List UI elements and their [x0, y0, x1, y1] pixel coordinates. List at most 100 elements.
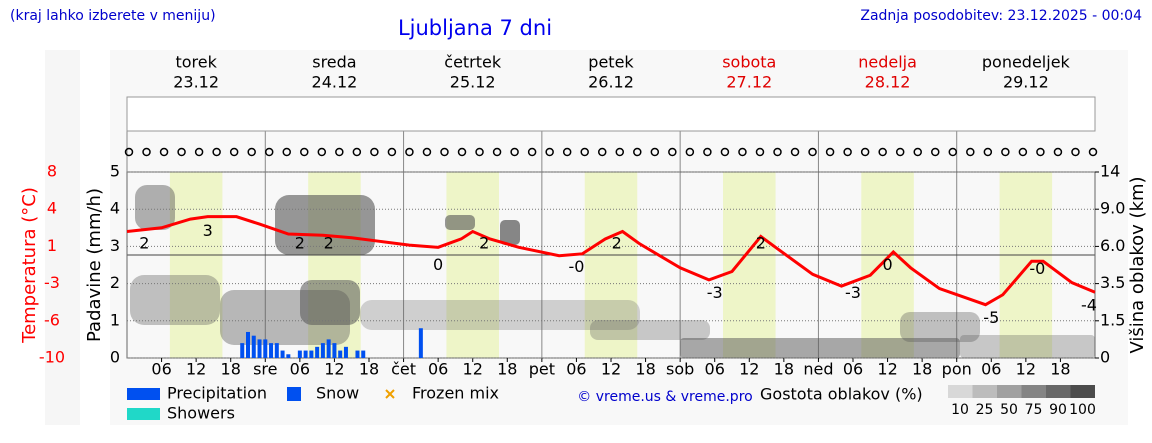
temperature-line [126, 215, 1096, 307]
temp-tick-label: 1 [47, 236, 57, 255]
day-name: četrtek [444, 53, 502, 72]
day-name: petek [588, 53, 634, 72]
precip-bar [257, 339, 262, 358]
density-label: 25 [976, 402, 994, 418]
temp-label: -4 [1081, 296, 1097, 315]
x-tick-label: 18 [497, 360, 517, 379]
cloud-density [130, 185, 1095, 358]
wind-symbol [860, 147, 870, 157]
note: (kraj lahko izberete v meniju) [10, 8, 216, 24]
temp-axis-title: Temperatura (°C) [19, 187, 40, 344]
wind-symbol [966, 147, 975, 157]
wind-symbol [510, 147, 519, 157]
day-name: sreda [312, 53, 356, 72]
wind-symbol [1053, 147, 1063, 157]
x-tick-label: 06 [843, 360, 863, 379]
wind-symbol [615, 147, 625, 157]
x-tick-label: 06 [566, 360, 586, 379]
updated: Zadnja posodobitev: 23.12.2025 - 00:04 [860, 8, 1142, 24]
temp-tick-label: -6 [44, 310, 60, 329]
day-date: 23.12 [173, 73, 219, 92]
wind-symbol [194, 147, 204, 157]
density-swatch [972, 385, 997, 398]
wind-symbol [773, 147, 782, 157]
day-date: 26.12 [588, 73, 634, 92]
x-tick-label: 18 [221, 360, 241, 379]
precip-bar [280, 350, 285, 358]
temp-label: -0 [568, 257, 584, 276]
x-tick-label: 18 [774, 360, 794, 379]
wind-symbol [650, 147, 660, 157]
precip-bar [332, 343, 337, 358]
wind-symbol [1001, 147, 1010, 157]
precip-bar [309, 350, 314, 358]
density-swatch [1021, 385, 1046, 398]
x-tick-label: 06 [151, 360, 171, 379]
precip-bar [240, 343, 245, 358]
temp-tick-label: 4 [47, 199, 57, 218]
temp-label: 2 [295, 234, 305, 253]
precip-bar [355, 350, 360, 358]
density-swatch [948, 385, 973, 398]
day-name: torek [175, 53, 217, 72]
temp-label: -0 [1029, 259, 1045, 278]
x-tick-label: 12 [324, 360, 344, 379]
wind-symbol [825, 147, 835, 157]
wind-symbol [422, 147, 432, 157]
precip-tick-label: 0 [110, 348, 120, 367]
cloud-tick-label: 0 [1100, 348, 1110, 367]
wind-symbol [405, 147, 414, 157]
wind-symbol [527, 147, 537, 157]
wind-symbol [264, 147, 274, 157]
temp-tick-label: 8 [47, 162, 57, 181]
wind-symbol [931, 147, 940, 157]
density-label: 90 [1049, 402, 1067, 418]
cloud-tick-label: 1.5 [1100, 310, 1125, 329]
temp-label: 2 [139, 234, 149, 253]
cloud-tick-label: 9.0 [1100, 199, 1125, 218]
legend-label: Snow [316, 384, 359, 403]
wind-symbol [370, 147, 379, 157]
wind-symbol [1036, 147, 1045, 157]
day-date: 24.12 [312, 73, 358, 92]
x-tick-label: 12 [186, 360, 206, 379]
wind-symbol [212, 147, 221, 157]
wind-symbol [755, 147, 765, 157]
wind-symbol [948, 147, 958, 157]
wind-symbol [159, 147, 169, 157]
legend-label: Showers [167, 404, 235, 423]
wind-symbol [352, 147, 362, 157]
density-swatch [997, 385, 1022, 398]
legend-swatch [127, 408, 160, 420]
density-swatch [1070, 385, 1095, 398]
precip-bar [297, 350, 302, 358]
wind-symbol [1018, 147, 1028, 157]
x-tick-label: 18 [635, 360, 655, 379]
wind-symbol [177, 147, 186, 157]
precip-bar [418, 328, 423, 358]
wind-symbol [878, 147, 887, 157]
wind-symbol [475, 147, 484, 157]
wind-symbol [440, 147, 449, 157]
wind-symbol [668, 147, 677, 157]
x-tick-label: 12 [739, 360, 759, 379]
day-name: sobota [722, 53, 776, 72]
temp-label: -3 [845, 283, 861, 302]
precip-bar [263, 339, 268, 358]
x-tick-label: 12 [1016, 360, 1036, 379]
precip-axis-title: Padavine (mm/h) [84, 188, 105, 342]
temp-label: 3 [203, 221, 213, 240]
density-label: 100 [1069, 402, 1096, 418]
legend-label: Precipitation [167, 384, 267, 403]
wind-symbol [983, 147, 993, 157]
wind-symbol [597, 147, 607, 157]
precip-bar [338, 350, 343, 358]
wind-symbol [703, 147, 712, 157]
precip-bar [343, 346, 348, 358]
credit: © vreme.us & vreme.pro [577, 389, 752, 405]
x-tick-label: 06 [290, 360, 310, 379]
wind-symbol [387, 147, 397, 157]
precip-bar [326, 339, 331, 358]
wind-symbol [229, 147, 239, 157]
precip-tick-label: 3 [110, 236, 120, 255]
